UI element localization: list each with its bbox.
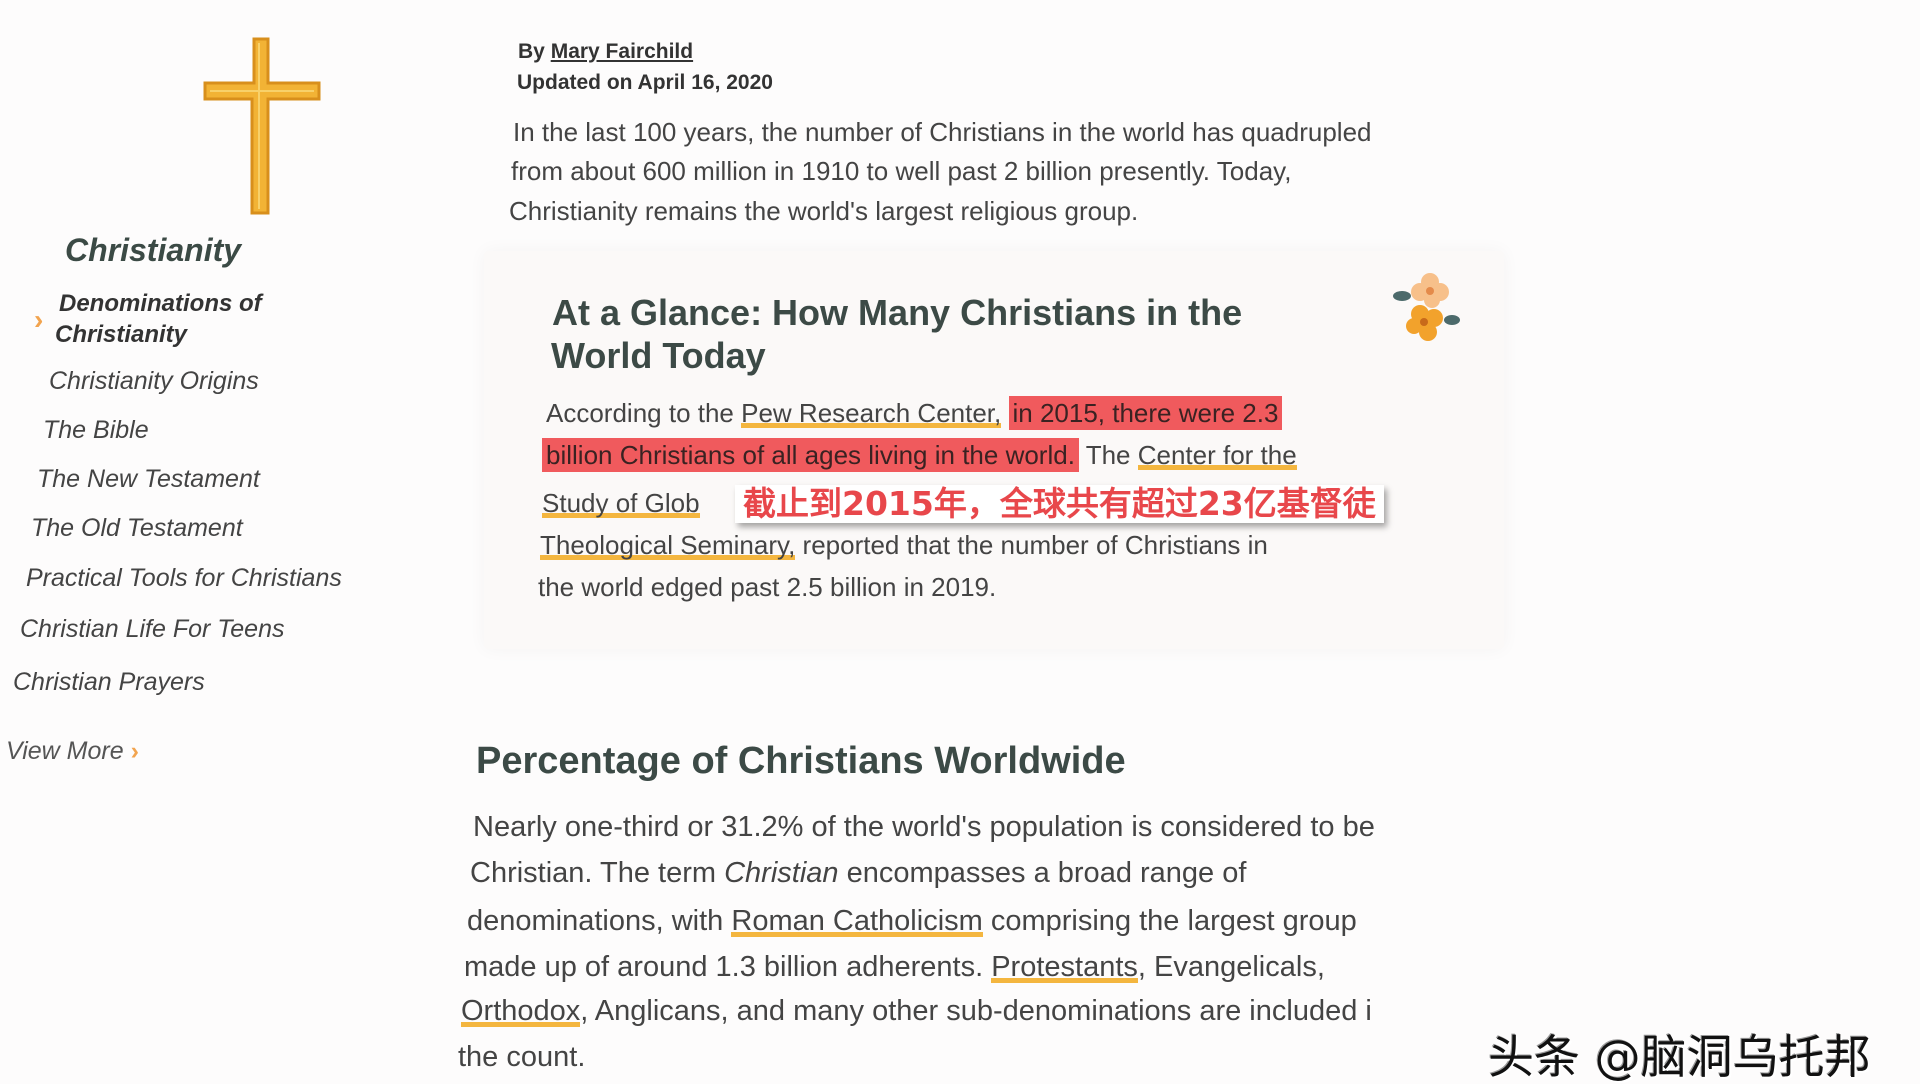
glance-line-1: According to the Pew Research Center, in…	[546, 396, 1283, 430]
sidebar-item-label: Christianity	[55, 321, 188, 348]
view-more-link[interactable]: View More ›	[6, 737, 139, 766]
sidebar-item-bible[interactable]: The Bible	[43, 416, 149, 444]
sidebar-item-denominations[interactable]: Denominations of Christianity	[55, 288, 262, 350]
glance-line-2: billion Christians of all ages living in…	[542, 438, 1297, 472]
sidebar-item-label: Denominations of	[59, 290, 262, 317]
center-study-link[interactable]: Center for the	[1137, 440, 1297, 470]
sidebar-title[interactable]: Christianity	[65, 232, 242, 268]
author-link[interactable]: Mary Fairchild	[550, 40, 694, 63]
section-title: Percentage of Christians Worldwide	[476, 740, 1126, 782]
section-line: denominations, with Roman Catholicism co…	[467, 904, 1357, 938]
section-line: Christian. The term Christian encompasse…	[470, 856, 1246, 890]
text: encompasses a broad range of	[838, 857, 1247, 889]
text: Christian. The term	[470, 857, 725, 889]
chevron-right-icon: ›	[130, 737, 139, 765]
sidebar-item-old-testament[interactable]: The Old Testament	[31, 514, 243, 542]
intro-line: from about 600 million in 1910 to well p…	[511, 156, 1292, 186]
intro-line: In the last 100 years, the number of Chr…	[513, 117, 1372, 147]
text: denominations, with	[467, 905, 732, 937]
updated-date: Updated on April 16, 2020	[517, 71, 773, 94]
roman-catholicism-link[interactable]: Roman Catholicism	[731, 905, 983, 937]
text: , Evangelicals,	[1137, 951, 1325, 983]
emphasis: Christian	[724, 857, 839, 889]
text: , Anglicans, and many other sub-denomina…	[580, 995, 1372, 1027]
byline: By Mary Fairchild	[518, 40, 693, 64]
text: reported that the number of Christians i…	[795, 530, 1268, 560]
by-label: By	[518, 40, 545, 63]
sidebar-item-teens[interactable]: Christian Life For Teens	[20, 615, 285, 643]
watermark: 头条 @脑洞乌托邦	[1488, 1030, 1871, 1084]
text: comprising the largest group	[982, 905, 1357, 937]
active-chevron-icon: ›	[34, 304, 44, 335]
section-line: Nearly one-third or 31.2% of the world's…	[473, 811, 1375, 843]
glance-title: World Today	[551, 335, 766, 376]
sidebar-item-practical-tools[interactable]: Practical Tools for Christians	[26, 564, 342, 592]
glance-line-3: Study of Glob	[542, 488, 700, 518]
seminary-link[interactable]: Theological Seminary,	[540, 530, 796, 560]
highlighted-text: in 2015, there were 2.3	[1008, 396, 1283, 430]
text: The	[1078, 440, 1138, 470]
cross-icon	[203, 37, 321, 215]
intro-line: Christianity remains the world's largest…	[509, 196, 1139, 226]
orthodox-link[interactable]: Orthodox	[461, 995, 581, 1027]
sidebar-item-new-testament[interactable]: The New Testament	[37, 465, 260, 493]
section-line: Orthodox, Anglicans, and many other sub-…	[461, 994, 1372, 1028]
glance-line-4: Theological Seminary, reported that the …	[540, 530, 1268, 560]
sidebar-item-prayers[interactable]: Christian Prayers	[13, 668, 205, 696]
flower-icon	[1393, 273, 1460, 341]
protestants-link[interactable]: Protestants	[991, 951, 1138, 983]
video-subtitle: 截止到2015年，全球共有超过23亿基督徒	[735, 485, 1384, 523]
glance-title: At a Glance: How Many Christians in the	[552, 292, 1243, 333]
pew-research-link[interactable]: Pew Research Center,	[741, 398, 1002, 428]
section-line: the count.	[458, 1041, 586, 1073]
view-more-label: View More	[6, 737, 124, 765]
center-study-link[interactable]: Study of Glob	[542, 488, 700, 518]
text: According to the	[546, 398, 742, 428]
highlighted-text: billion Christians of all ages living in…	[542, 438, 1079, 472]
section-line: made up of around 1.3 billion adherents.…	[464, 950, 1325, 984]
text: made up of around 1.3 billion adherents.	[464, 951, 992, 983]
glance-line-5: the world edged past 2.5 billion in 2019…	[538, 572, 997, 602]
sidebar-item-origins[interactable]: Christianity Origins	[49, 367, 259, 395]
